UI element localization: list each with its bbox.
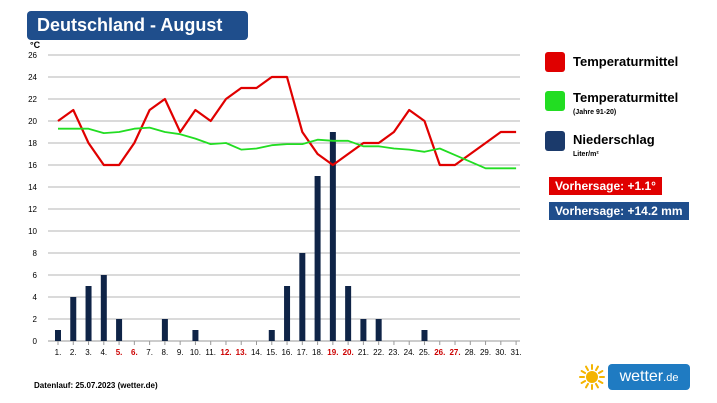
legend-temp-normal-label: Temperaturmittel [573, 90, 679, 105]
x-tick-label: 22. [373, 348, 384, 357]
forecast-precip-badge: Vorhersage: +14.2 mm [549, 202, 689, 220]
temperature-lines [57, 75, 517, 170]
x-tick-label: 15. [266, 348, 277, 357]
x-tick-label: 6. [131, 348, 138, 357]
precip-bar [192, 330, 199, 341]
legend-temp-normal-sublabel: (Jahre 91-20) [573, 109, 617, 116]
legend-temp-swatch [545, 52, 565, 72]
y-tick-label: 14 [28, 183, 37, 192]
x-tick-label: 14. [251, 348, 262, 357]
x-tick-label: 17. [297, 348, 308, 357]
x-tick-label: 23. [388, 348, 399, 357]
y-tick-label: 24 [28, 73, 37, 82]
x-tick-label: 25. [419, 348, 430, 357]
legend-temp-normal-swatch [545, 91, 565, 111]
y-tick-label: 4 [33, 293, 38, 302]
sun-ray [580, 380, 587, 384]
x-tick-label: 26. [434, 348, 445, 357]
x-axis-ticks: 1. 2. 3. 4. 5. 6. 7. 8. 9. 10. 11. 12. 13. 14. 15. 16. 1… [55, 341, 522, 357]
y-tick-label: 0 [33, 337, 38, 346]
precip-bar [161, 319, 168, 341]
x-tick-label: 29. [480, 348, 491, 357]
x-tick-label: 21. [358, 348, 369, 357]
precip-bar [100, 275, 107, 341]
forecast-temp-badge: Vorhersage: +1.1° [549, 177, 662, 195]
precip-bar [299, 253, 306, 341]
x-tick-label: 19. [327, 348, 338, 357]
x-tick-label: 20. [343, 348, 354, 357]
precip-bar [116, 319, 123, 341]
precip-bar [329, 132, 336, 341]
sun-ray [585, 382, 589, 389]
sun-icon [579, 364, 605, 390]
x-tick-label: 10. [190, 348, 201, 357]
y-tick-label: 16 [28, 161, 37, 170]
legend-precip-sublabel: Liter/m² [573, 151, 599, 158]
sun-ray [595, 365, 599, 372]
x-tick-label: 1. [55, 348, 62, 357]
x-tick-label: 2. [70, 348, 77, 357]
y-tick-label: 26 [28, 51, 37, 60]
x-tick-label: 27. [449, 348, 460, 357]
x-tick-label: 30. [495, 348, 506, 357]
legend-precip-swatch [545, 131, 565, 151]
page-title: Deutschland - August [27, 11, 248, 40]
precip-bar [55, 330, 61, 341]
precip-bar [421, 330, 428, 341]
precip-bar [70, 297, 77, 341]
precip-bar [345, 286, 352, 341]
precip-bar [268, 330, 275, 341]
precip-bar [284, 286, 291, 341]
y-tick-label: 20 [28, 117, 37, 126]
y-tick-label: 10 [28, 227, 37, 236]
x-tick-label: 12. [220, 348, 231, 357]
precip-bar [85, 286, 92, 341]
precipitation-bars [55, 132, 428, 341]
sun-ray [580, 370, 587, 374]
precip-bar [360, 319, 367, 341]
y-tick-label: 2 [33, 315, 38, 324]
x-tick-label: 9. [177, 348, 184, 357]
brand-tld: .de [663, 372, 679, 384]
wetter-logo[interactable]: wetter.de [578, 364, 690, 390]
temp-normal-line [58, 126, 517, 170]
y-axis-unit: °C [30, 40, 41, 50]
y-tick-label: 8 [33, 249, 38, 258]
x-tick-label: 7. [146, 348, 153, 357]
x-tick-label: 11. [205, 348, 216, 357]
y-tick-label: 22 [28, 95, 37, 104]
data-run-footer: Datenlauf: 25.07.2023 (wetter.de) [34, 381, 158, 390]
precip-bar [314, 176, 321, 341]
chart-grid [48, 54, 520, 342]
precip-bar [375, 319, 382, 341]
brand-box: wetter.de [608, 364, 690, 390]
x-tick-label: 18. [312, 348, 323, 357]
x-tick-label: 16. [281, 348, 292, 357]
temp-line [57, 75, 517, 167]
sun-ray [585, 365, 589, 372]
brand-name: wetter [619, 368, 664, 385]
legend-temp-label: Temperaturmittel [573, 54, 679, 69]
y-tick-label: 12 [28, 205, 37, 214]
sun-ray [597, 370, 604, 374]
x-tick-label: 5. [116, 348, 123, 357]
x-tick-label: 3. [85, 348, 92, 357]
x-tick-label: 31. [511, 348, 522, 357]
sun-ray [597, 380, 604, 384]
x-tick-label: 13. [236, 348, 247, 357]
legend-precip-label: Niederschlag [573, 132, 655, 147]
x-tick-label: 8. [162, 348, 169, 357]
y-tick-label: 6 [33, 271, 38, 280]
x-tick-label: 28. [465, 348, 476, 357]
sun-ray [595, 382, 599, 389]
x-tick-label: 24. [404, 348, 415, 357]
y-tick-label: 18 [28, 139, 37, 148]
x-tick-label: 4. [100, 348, 107, 357]
